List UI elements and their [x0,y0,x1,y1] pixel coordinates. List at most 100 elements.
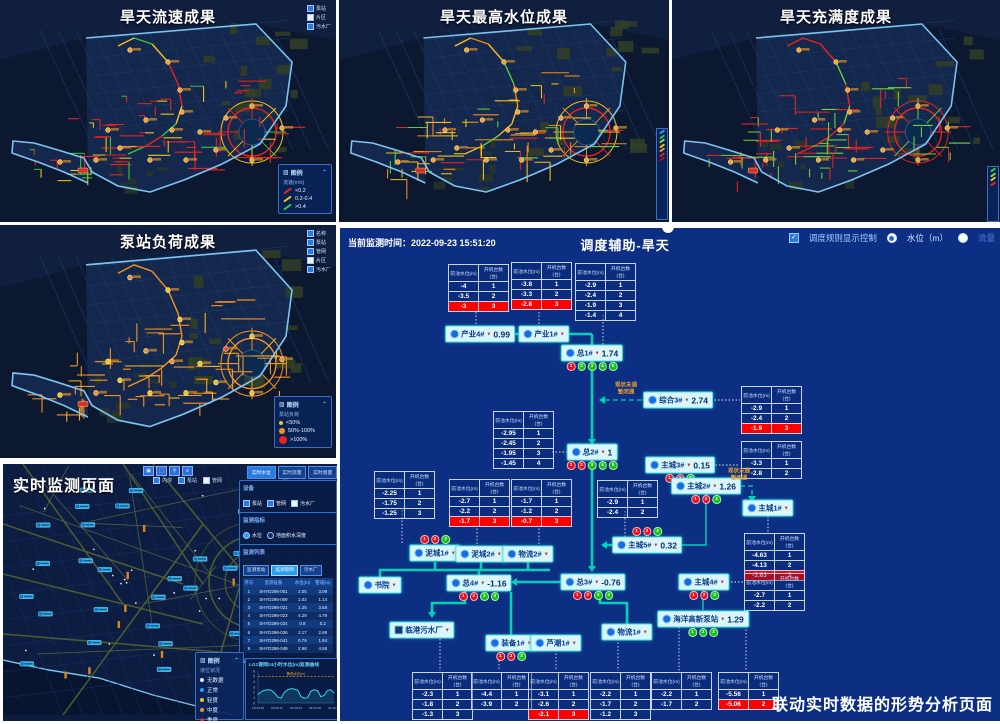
table-row[interactable]: 5 SHYD296-024 0.8 0.2 [243,619,333,628]
table-row[interactable]: 1 SHYD296-001 2.05 3.09 [243,587,333,596]
monitor-chip[interactable] [128,488,144,494]
tab-2[interactable]: 实时流量 [277,466,307,479]
list-filter-button[interactable]: 监测管网 [271,564,298,576]
monitor-chip[interactable] [75,503,90,509]
list-filter-button[interactable]: 污水厂 [299,564,322,576]
tab-3[interactable]: 实时雨量 [308,466,338,479]
fullness-map-canvas[interactable] [672,0,1000,222]
monitor-chip[interactable] [78,558,93,564]
station-node-主城1#[interactable]: 主城1# ▼ [742,499,794,517]
legend-swatch [279,436,287,444]
layer-checkbox[interactable] [306,5,314,12]
table-row[interactable]: 3 SHYD296-021 1.25 3.58 [243,603,333,612]
monitor-chip[interactable] [192,556,208,562]
station-node-临港污水厂[interactable]: 临港污水厂 ▼ [389,621,455,639]
layer-checkbox[interactable] [306,257,314,264]
table-row[interactable]: 6 SHYD296-026 2.17 2.69 [243,627,333,637]
legend-subtitle: 泵站负荷 [279,412,300,418]
monitor-chip[interactable] [158,641,173,647]
layer-checkbox[interactable] [306,14,314,21]
station-node-总2#[interactable]: 总2# ▼ 1 [566,443,618,461]
station-node-主城3#[interactable]: 主城3# ▼ 0.15 [645,456,715,474]
station-node-泥城2#[interactable]: 泥城2# ▼ [455,545,507,563]
monitor-chip[interactable] [97,567,112,573]
monitor-chip[interactable] [151,594,166,600]
velocity-map-canvas[interactable] [0,0,336,222]
legend-collapse-icon[interactable]: ⌃ [321,170,327,176]
monitor-chip[interactable] [80,522,96,528]
station-node-海洋高新泵站[interactable]: 海洋高新泵站 ▼ 1.29 [657,610,749,628]
station-node-主城5#[interactable]: 主城5# ▼ 0.32 [612,536,682,554]
monitor-chip[interactable] [156,666,172,672]
layer-checkbox[interactable] [306,239,314,246]
monitor-chip[interactable] [38,611,53,617]
monitor-chip[interactable] [93,607,109,612]
table-row[interactable]: 4 SHYD296-023 4.29 4.79 [243,611,333,620]
unit-water-level-radio[interactable] [886,233,897,243]
table-row[interactable]: 2 SHYD296-009 1.02 1.14 [243,595,333,604]
pump-icon [450,329,460,339]
station-node-总4#[interactable]: 总4# ▼ -1.16 [446,574,512,592]
station-node-产业4#[interactable]: 产业4# ▼ 0.99 [445,325,515,343]
monitor-chip[interactable] [222,565,238,571]
table-row[interactable]: 7 SHYD296-041 0.79 1.84 [243,636,333,645]
legend-label: 无数据 [207,678,224,684]
layer-checkbox[interactable] [306,23,314,30]
monitor-chip[interactable] [36,522,51,528]
monitor-chip[interactable] [87,640,102,646]
monitor-chip[interactable] [183,585,198,591]
layer-checkbox[interactable] [306,230,314,237]
unit-flow-radio[interactable] [957,233,968,243]
map-layer-checkbox[interactable] [203,477,211,484]
map-layer-checkbox[interactable] [153,477,160,484]
map-tool-button[interactable]: ⚲ [169,466,180,476]
monitor-chip[interactable] [19,661,34,667]
station-node-物流1#[interactable]: 物流1# ▼ [601,623,653,641]
map-tool-button[interactable]: ▣ [143,466,154,476]
monitor-chip[interactable] [79,487,95,493]
station-node-综合3#[interactable]: 综合3# ▼ 2.74 [643,391,713,409]
device-checkbox[interactable] [267,500,275,507]
pump-status-dot: 2 [699,591,709,600]
station-node-物流2#[interactable]: 物流2# ▼ [502,545,554,563]
metric-radio[interactable] [243,532,250,539]
map-tool-button[interactable]: ⬚ [156,466,167,476]
legend-collapse-icon[interactable]: ⌃ [233,658,239,664]
map-tool-button[interactable]: ≡ [182,466,193,476]
map-layer-checkbox[interactable] [178,477,186,484]
legend-collapse-icon[interactable]: ⌃ [321,402,327,408]
legend-item: 中度 [200,706,239,714]
drag-handle[interactable] [662,228,674,233]
pump-icon [451,578,461,588]
max-level-map-canvas[interactable] [339,0,669,222]
device-checkbox[interactable] [291,500,299,507]
pump-load-map-canvas[interactable] [0,225,336,458]
metric-radio[interactable] [267,532,275,539]
list-filter-button[interactable]: 监测泵站 [243,564,270,576]
station-node-总3#[interactable]: 总3# ▼ -0.76 [560,573,626,591]
monitor-chip[interactable] [115,503,130,509]
layer-checkbox[interactable] [306,266,314,273]
station-label: 主城4# [694,577,718,587]
layer-checkbox[interactable] [306,248,314,255]
pump-status-dot: 1 [566,362,576,371]
monitor-chip[interactable] [35,560,50,566]
device-checkbox[interactable] [243,500,250,507]
level-drop-icon: ▼ [571,640,577,646]
station-node-泥城1#[interactable]: 泥城1# ▼ [409,544,461,562]
monitor-chip[interactable] [167,576,182,582]
table-row[interactable]: 8 SHYD296-049 2.98 4.58 [243,644,333,653]
rule-display-checkbox[interactable]: ✓ [788,233,799,243]
monitor-chip[interactable] [145,623,160,629]
station-node-主城2#[interactable]: 主城2# ▼ 1.26 [671,477,741,495]
station-node-书院[interactable]: 书院 ▼ [358,576,402,594]
monitor-chip[interactable] [19,594,34,599]
station-node-芦潮1#[interactable]: 芦潮1# ▼ [530,634,582,652]
station-node-主城4#[interactable]: 主城4# ▼ [678,573,730,591]
station-node-总1#[interactable]: 总1# ▼ 1.74 [560,344,624,362]
pump-status-dot: 4 [490,592,499,601]
legend-swatch [279,428,285,434]
tab-1[interactable]: 实时水位 [247,466,276,479]
station-node-装备1#[interactable]: 装备1# ▼ [485,634,537,652]
station-node-产业1#[interactable]: 产业1# ▼ [518,325,570,343]
